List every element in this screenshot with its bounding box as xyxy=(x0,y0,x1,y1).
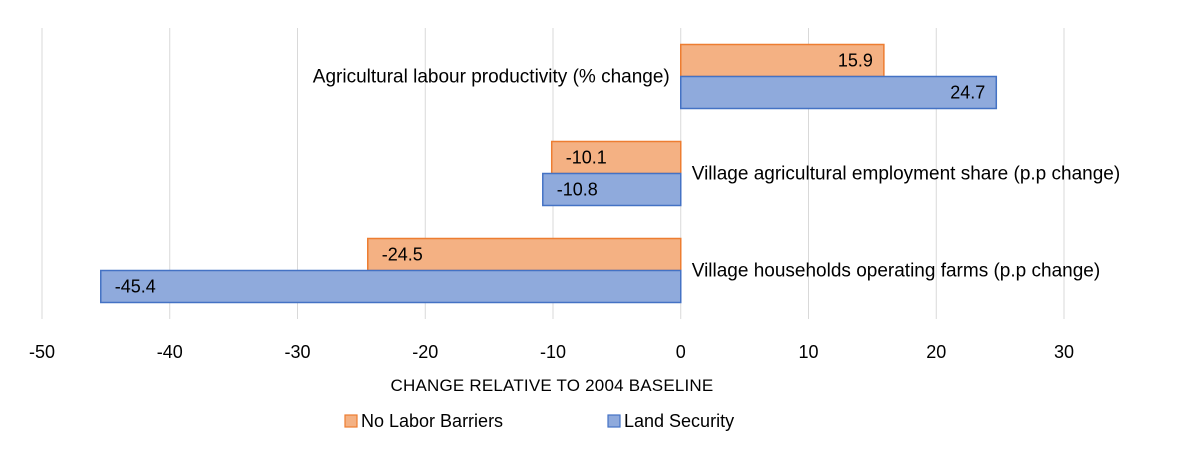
x-axis-title: CHANGE RELATIVE TO 2004 BASELINE xyxy=(391,376,714,395)
x-tick-label: -50 xyxy=(29,342,55,362)
data-label: -10.1 xyxy=(566,148,607,168)
bar-land-security xyxy=(542,172,682,207)
legend: No Labor Barriers Land Security xyxy=(344,411,734,431)
data-label: -10.8 xyxy=(557,180,598,200)
legend-swatch-land-security xyxy=(607,414,621,428)
legend-swatch-no-labor-barriers xyxy=(344,414,358,428)
legend-label: No Labor Barriers xyxy=(361,411,503,431)
category-label: Village households operating farms (p.p … xyxy=(692,261,1100,282)
x-axis-ticks: -50 -40 -30 -20 -10 0 10 20 30 xyxy=(29,342,1074,362)
x-tick-label: -40 xyxy=(157,342,183,362)
data-label: 15.9 xyxy=(838,51,873,71)
data-label: 24.7 xyxy=(950,83,985,103)
x-tick-label: 20 xyxy=(926,342,946,362)
bar-land-security xyxy=(680,75,998,110)
bar-land-security xyxy=(100,269,682,304)
x-tick-label: -10 xyxy=(540,342,566,362)
legend-label: Land Security xyxy=(624,411,734,431)
data-label: -45.4 xyxy=(115,277,156,297)
x-tick-label: 30 xyxy=(1054,342,1074,362)
category-label: Agricultural labour productivity (% chan… xyxy=(313,67,670,88)
data-label: -24.5 xyxy=(382,245,423,265)
bar-no-labor-barriers xyxy=(680,43,885,78)
x-tick-label: -30 xyxy=(284,342,310,362)
data-labels: 15.9 24.7 -10.1 -10.8 -24.5 -45.4 xyxy=(115,51,986,297)
x-tick-label: 0 xyxy=(676,342,686,362)
x-tick-label: -20 xyxy=(412,342,438,362)
x-tick-label: 10 xyxy=(798,342,818,362)
bars xyxy=(100,43,998,304)
category-labels: Agricultural labour productivity (% chan… xyxy=(313,67,1120,282)
category-label: Village agricultural employment share (p… xyxy=(692,164,1120,185)
